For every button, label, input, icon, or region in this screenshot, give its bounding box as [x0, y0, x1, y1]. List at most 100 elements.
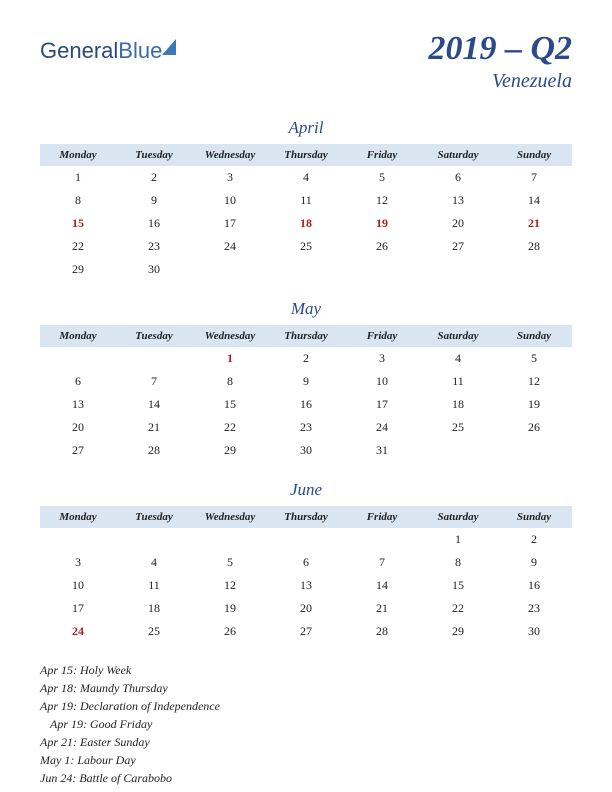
logo: GeneralBlue	[40, 38, 176, 64]
calendar-cell: 30	[116, 258, 192, 281]
calendar-row: 24252627282930	[40, 620, 572, 643]
calendar-cell: 28	[344, 620, 420, 643]
day-header: Sunday	[496, 325, 572, 347]
calendar-cell: 14	[344, 574, 420, 597]
page-subtitle: Venezuela	[428, 70, 572, 93]
day-header: Sunday	[496, 506, 572, 528]
calendar-cell: 17	[40, 597, 116, 620]
calendar-cell: 20	[40, 416, 116, 439]
calendar-row: 15161718192021	[40, 212, 572, 235]
calendar-cell: 11	[116, 574, 192, 597]
calendar-cell: 7	[116, 370, 192, 393]
holiday-item: Apr 21: Easter Sunday	[40, 733, 572, 751]
month-block: May MondayTuesdayWednesdayThursdayFridayS…	[40, 299, 572, 462]
title-block: 2019 – Q2 Venezuela	[428, 30, 572, 93]
calendar-cell: 19	[192, 597, 268, 620]
calendar-row: 10111213141516	[40, 574, 572, 597]
calendar-cell: 25	[420, 416, 496, 439]
calendar-cell: 15	[420, 574, 496, 597]
calendar-cell: 2	[496, 528, 572, 551]
calendar-cell: 30	[496, 620, 572, 643]
calendar-cell: 15	[40, 212, 116, 235]
holiday-item: Apr 18: Maundy Thursday	[40, 679, 572, 697]
calendar-cell: 8	[40, 189, 116, 212]
calendar-cell: 10	[344, 370, 420, 393]
calendar-cell: 18	[268, 212, 344, 235]
calendar-cell: 24	[40, 620, 116, 643]
calendar-cell: 5	[192, 551, 268, 574]
calendar-cell: 14	[496, 189, 572, 212]
calendar-cell: 20	[268, 597, 344, 620]
calendar-cell: 26	[496, 416, 572, 439]
calendar-cell	[344, 258, 420, 281]
calendar-cell: 18	[116, 597, 192, 620]
calendar-cell: 29	[192, 439, 268, 462]
calendar-cell: 3	[40, 551, 116, 574]
calendar-row: 1234567	[40, 166, 572, 189]
day-header: Thursday	[268, 144, 344, 166]
calendar-cell: 29	[420, 620, 496, 643]
calendar-cell: 11	[420, 370, 496, 393]
calendar-table: MondayTuesdayWednesdayThursdayFridaySatu…	[40, 325, 572, 462]
calendar-cell: 19	[496, 393, 572, 416]
day-header: Tuesday	[116, 144, 192, 166]
calendar-cell	[344, 528, 420, 551]
day-header: Friday	[344, 506, 420, 528]
months-container: AprilMondayTuesdayWednesdayThursdayFrida…	[40, 118, 572, 643]
calendar-cell	[40, 528, 116, 551]
calendar-cell: 6	[40, 370, 116, 393]
calendar-cell	[420, 439, 496, 462]
calendar-cell	[192, 258, 268, 281]
page-title: 2019 – Q2	[428, 30, 572, 68]
calendar-cell: 17	[344, 393, 420, 416]
calendar-cell: 3	[192, 166, 268, 189]
calendar-cell: 25	[268, 235, 344, 258]
calendar-cell: 23	[116, 235, 192, 258]
logo-text: GeneralBlue	[40, 38, 162, 64]
calendar-cell: 6	[268, 551, 344, 574]
logo-part2: Blue	[118, 38, 162, 63]
day-header: Monday	[40, 506, 116, 528]
calendar-cell: 16	[116, 212, 192, 235]
calendar-cell: 26	[192, 620, 268, 643]
calendar-cell: 1	[192, 347, 268, 370]
calendar-cell: 21	[496, 212, 572, 235]
calendar-cell: 21	[116, 416, 192, 439]
day-header: Wednesday	[192, 144, 268, 166]
day-header: Saturday	[420, 325, 496, 347]
month-name: May	[40, 299, 572, 319]
calendar-cell: 24	[192, 235, 268, 258]
calendar-cell: 8	[420, 551, 496, 574]
calendar-cell: 8	[192, 370, 268, 393]
calendar-cell: 3	[344, 347, 420, 370]
calendar-row: 891011121314	[40, 189, 572, 212]
calendar-cell: 4	[420, 347, 496, 370]
holidays-list: Apr 15: Holy WeekApr 18: Maundy Thursday…	[40, 661, 572, 787]
calendar-cell: 22	[40, 235, 116, 258]
month-block: AprilMondayTuesdayWednesdayThursdayFrida…	[40, 118, 572, 281]
calendar-cell: 24	[344, 416, 420, 439]
holiday-item: Jun 24: Battle of Carabobo	[40, 769, 572, 787]
calendar-cell: 4	[116, 551, 192, 574]
calendar-cell: 20	[420, 212, 496, 235]
calendar-cell: 4	[268, 166, 344, 189]
calendar-table: MondayTuesdayWednesdayThursdayFridaySatu…	[40, 144, 572, 281]
day-header: Monday	[40, 325, 116, 347]
calendar-cell: 6	[420, 166, 496, 189]
calendar-cell: 13	[420, 189, 496, 212]
day-header: Wednesday	[192, 506, 268, 528]
day-header: Friday	[344, 325, 420, 347]
calendar-cell: 13	[268, 574, 344, 597]
calendar-cell: 10	[192, 189, 268, 212]
calendar-cell: 23	[268, 416, 344, 439]
calendar-row: 17181920212223	[40, 597, 572, 620]
calendar-cell: 1	[420, 528, 496, 551]
holiday-item: Apr 19: Declaration of Independence	[40, 697, 572, 715]
calendar-row: 2728293031	[40, 439, 572, 462]
calendar-cell: 31	[344, 439, 420, 462]
calendar-cell: 30	[268, 439, 344, 462]
calendar-cell: 5	[496, 347, 572, 370]
calendar-cell: 14	[116, 393, 192, 416]
calendar-cell	[116, 528, 192, 551]
calendar-cell: 7	[496, 166, 572, 189]
